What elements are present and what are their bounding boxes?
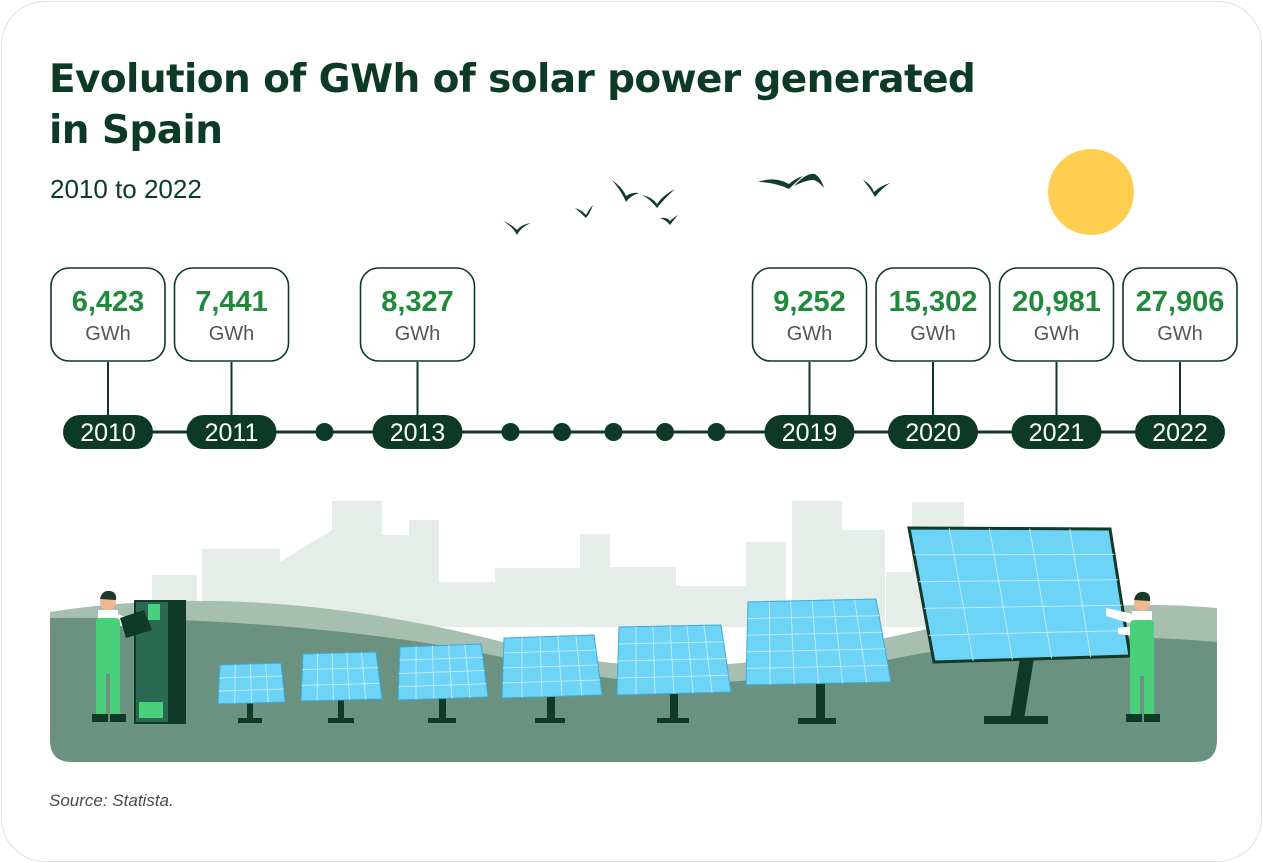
unit-label: GWh bbox=[395, 323, 441, 345]
year-label: 2013 bbox=[390, 419, 446, 447]
value-label: 27,906 bbox=[1136, 286, 1225, 318]
year-label: 2010 bbox=[80, 419, 136, 447]
year-pill bbox=[888, 415, 978, 449]
panel-grid-line bbox=[218, 688, 284, 692]
timeline-dot bbox=[604, 423, 623, 441]
year-pill bbox=[764, 415, 855, 449]
panel-grid-line bbox=[399, 656, 483, 661]
year-pill bbox=[63, 415, 153, 449]
panel-grid-line bbox=[219, 675, 283, 679]
panel-grid-line bbox=[360, 652, 367, 700]
electrical-cabinet bbox=[134, 600, 186, 724]
value-label: 15,302 bbox=[889, 286, 978, 318]
unit-label: GWh bbox=[1157, 323, 1203, 345]
sun-icon bbox=[1048, 149, 1134, 235]
chart-title: Evolution of GWh of solar power generate… bbox=[49, 57, 976, 153]
panel-grid-line bbox=[832, 599, 844, 684]
panel-grid-line bbox=[928, 630, 1127, 636]
panel-grid-line bbox=[234, 664, 236, 704]
panel-grid-line bbox=[918, 579, 1119, 583]
panel-grid-line bbox=[502, 664, 599, 669]
value-box bbox=[875, 267, 991, 362]
chart-subtitle: 2010 to 2022 bbox=[50, 174, 202, 204]
birds-illustration bbox=[503, 173, 890, 235]
panel-grid-line bbox=[923, 604, 1123, 609]
solar-panel-6 bbox=[745, 598, 892, 724]
solar-panel-2 bbox=[300, 651, 383, 723]
year-label: 2021 bbox=[1029, 419, 1085, 447]
value-box bbox=[359, 267, 476, 362]
panel-grid-line bbox=[746, 664, 889, 669]
year-label: 2011 bbox=[205, 419, 259, 447]
timeline-dot bbox=[553, 423, 571, 441]
year-pill bbox=[372, 415, 463, 449]
panel-grid-line bbox=[250, 663, 252, 704]
worker-left-illustration bbox=[92, 590, 152, 722]
timeline-markers: 6,423 GWh 2010 7,441 GWh 2011 8,327 GWh 2013 9,25… bbox=[50, 267, 1238, 449]
solar-panel-5 bbox=[616, 624, 732, 723]
panel-grid-line bbox=[1029, 528, 1053, 659]
value-label: 20,981 bbox=[1012, 286, 1101, 318]
unit-label: GWh bbox=[85, 323, 131, 345]
value-box bbox=[50, 267, 166, 362]
panel-grid-line bbox=[346, 652, 351, 700]
source-note: Source: Statista. bbox=[49, 791, 174, 810]
panel-grid-line bbox=[331, 653, 334, 701]
panel-grid-line bbox=[948, 528, 974, 661]
panel-grid-line bbox=[811, 600, 819, 684]
solar-panel-1 bbox=[217, 662, 286, 723]
value-label: 7,441 bbox=[195, 286, 268, 318]
value-label: 9,252 bbox=[773, 286, 846, 318]
year-label: 2020 bbox=[905, 419, 961, 447]
year-pill bbox=[186, 415, 277, 449]
timeline-dot bbox=[501, 423, 520, 441]
panel-grid-line bbox=[988, 528, 1013, 660]
panel-grid-line bbox=[503, 649, 597, 654]
timeline-dot bbox=[707, 423, 726, 441]
value-label: 6,423 bbox=[72, 286, 145, 318]
panel-grid-line bbox=[398, 670, 485, 674]
year-pill bbox=[1135, 415, 1225, 449]
panel-grid-line bbox=[502, 679, 601, 684]
panel-grid-line bbox=[747, 631, 883, 636]
panel-grid-line bbox=[854, 599, 868, 683]
value-box bbox=[998, 267, 1115, 362]
panel-grid-line bbox=[618, 641, 724, 645]
panel-grid-line bbox=[617, 674, 729, 679]
year-label: 2019 bbox=[782, 419, 838, 447]
year-pill bbox=[1011, 415, 1102, 449]
unit-label: GWh bbox=[209, 323, 255, 345]
panel-grid-line bbox=[302, 667, 379, 671]
value-box bbox=[751, 267, 868, 362]
unit-label: GWh bbox=[910, 323, 956, 345]
timeline-dot bbox=[315, 423, 334, 441]
panel-grid-line bbox=[617, 658, 727, 662]
timeline-dot bbox=[656, 423, 674, 441]
panel-grid-line bbox=[790, 600, 795, 685]
solar-panel-7 bbox=[907, 526, 1132, 724]
value-box bbox=[173, 267, 290, 362]
panel-grid-line bbox=[398, 683, 487, 688]
panel-grid-line bbox=[301, 682, 381, 686]
solar-panel-3 bbox=[397, 643, 489, 723]
panel-grid-line bbox=[746, 648, 886, 653]
unit-label: GWh bbox=[787, 323, 833, 345]
value-box bbox=[1122, 267, 1238, 362]
panel-grid-line bbox=[747, 615, 880, 620]
panel-grid-line bbox=[1069, 528, 1092, 658]
value-label: 8,327 bbox=[381, 286, 454, 318]
panel-grid-line bbox=[768, 601, 771, 685]
worker-right-illustration bbox=[1106, 591, 1160, 722]
unit-label: GWh bbox=[1034, 323, 1080, 345]
year-label: 2022 bbox=[1152, 419, 1208, 447]
solar-panel-4 bbox=[501, 634, 603, 723]
panel-grid-line bbox=[265, 663, 269, 703]
